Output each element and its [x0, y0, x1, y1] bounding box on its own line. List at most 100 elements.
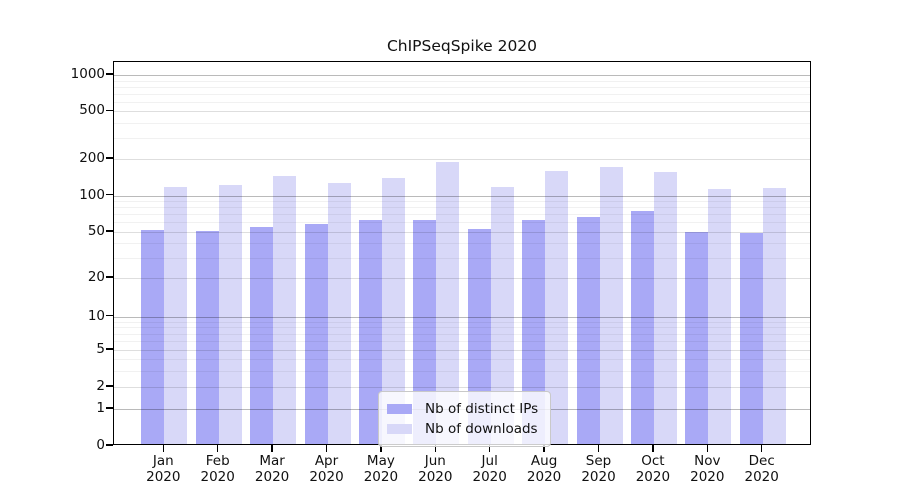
x-tick-label-jan: Jan 2020: [146, 453, 181, 485]
x-tick-mark-jun: [434, 445, 437, 452]
y-tick-mark-20: [106, 276, 113, 278]
legend-label-distinct-ips: Nb of distinct IPs: [425, 401, 539, 417]
x-tick-label-sep: Sep 2020: [581, 453, 616, 485]
gridline-200: [114, 158, 810, 160]
bar-downloads-dec: [762, 188, 786, 444]
y-tick-label-50: 50: [87, 223, 105, 239]
plot-area: [113, 61, 811, 445]
bar-distinct-ips-sep: [576, 217, 600, 444]
legend-swatch-downloads: [387, 424, 412, 434]
bar-downloads-apr: [327, 183, 351, 444]
x-tick-label-dec: Dec 2020: [744, 453, 779, 485]
x-tick-mark-dec: [760, 445, 763, 452]
x-tick-label-jul: Jul 2020: [472, 453, 507, 485]
y-tick-mark-2: [106, 385, 113, 387]
bar-downloads-sep: [599, 166, 623, 444]
x-tick-mark-feb: [216, 445, 219, 452]
gridline-minor-7: [114, 333, 810, 335]
x-tick-label-may: May 2020: [363, 453, 399, 485]
bar-distinct-ips-dec: [739, 233, 763, 444]
bar-downloads-feb: [218, 185, 242, 444]
x-tick-label-oct: Oct 2020: [635, 453, 671, 485]
gridline-minor-900: [114, 80, 810, 82]
bar-downloads-jul: [490, 187, 514, 444]
y-tick-label-5: 5: [96, 341, 105, 357]
gridline-minor-30: [114, 257, 810, 259]
gridline-50: [114, 232, 810, 233]
y-tick-label-500: 500: [79, 102, 105, 119]
bar-downloads-jan: [164, 187, 188, 444]
bar-distinct-ips-apr: [304, 224, 328, 444]
x-tick-mark-mar: [271, 445, 273, 452]
y-tick-label-100: 100: [79, 186, 105, 203]
y-tick-label-1000: 1000: [70, 66, 105, 82]
gridline-minor-300: [114, 137, 810, 139]
x-tick-mark-jan: [162, 445, 165, 452]
gridlines-layer: [114, 62, 810, 444]
x-tick-mark-jul: [488, 445, 491, 452]
y-tick-mark-1000: [106, 73, 113, 75]
bar-distinct-ips-aug: [522, 220, 546, 444]
x-tick-label-nov: Nov 2020: [690, 453, 725, 485]
legend-label-downloads: Nb of downloads: [425, 421, 538, 437]
legend-entry-distinct-ips: Nb of distinct IPs: [387, 399, 538, 419]
gridline-minor-600: [114, 101, 810, 103]
gridline-500: [114, 111, 810, 113]
legend: Nb of distinct IPs Nb of downloads: [378, 391, 552, 447]
gridline-minor-40: [114, 243, 810, 245]
x-tick-mark-may: [380, 445, 382, 452]
gridline-minor-6: [114, 341, 810, 343]
gridline-minor-90: [114, 201, 810, 203]
x-tick-mark-oct: [652, 445, 654, 452]
gridline-20: [114, 278, 810, 279]
y-tick-mark-1: [106, 407, 113, 409]
gridline-minor-60: [114, 222, 810, 224]
gridline-1000: [114, 75, 810, 76]
y-tick-label-20: 20: [87, 269, 105, 285]
bar-distinct-ips-mar: [250, 226, 274, 444]
gridline-minor-800: [114, 86, 810, 88]
gridline-minor-3: [114, 370, 810, 372]
gridline-minor-80: [114, 207, 810, 209]
bar-distinct-ips-jan: [141, 230, 165, 444]
bars-layer: [114, 62, 810, 444]
gridline-minor-9: [114, 321, 810, 323]
y-tick-mark-200: [106, 157, 113, 159]
y-tick-mark-0: [106, 444, 113, 446]
bar-distinct-ips-feb: [195, 231, 219, 444]
y-tick-label-10: 10: [87, 307, 105, 324]
chart-title: ChIPSeqSpike 2020: [386, 37, 538, 55]
legend-entry-downloads: Nb of downloads: [387, 419, 538, 439]
bar-distinct-ips-may: [358, 220, 382, 444]
bar-downloads-aug: [545, 171, 569, 444]
x-tick-label-aug: Aug 2020: [526, 453, 562, 485]
gridline-minor-4: [114, 359, 810, 360]
gridline-minor-700: [114, 93, 810, 95]
bar-downloads-may: [381, 177, 405, 444]
y-tick-mark-10: [106, 314, 113, 317]
bar-downloads-mar: [273, 175, 297, 444]
bar-distinct-ips-nov: [685, 232, 709, 444]
x-tick-label-feb: Feb 2020: [200, 453, 235, 485]
gridline-minor-70: [114, 214, 810, 216]
legend-swatch-distinct-ips: [387, 404, 412, 414]
y-tick-label-2: 2: [96, 378, 105, 394]
gridline-2: [114, 387, 810, 388]
y-tick-mark-5: [106, 348, 113, 350]
gridline-5: [114, 350, 810, 351]
gridline-100: [114, 195, 810, 197]
bar-distinct-ips-oct: [630, 210, 654, 444]
y-tick-label-0: 0: [96, 437, 105, 453]
gridline-minor-400: [114, 122, 810, 124]
y-tick-mark-500: [106, 109, 113, 112]
x-tick-mark-aug: [543, 445, 545, 452]
bar-downloads-jun: [436, 162, 460, 444]
bar-distinct-ips-jun: [413, 220, 437, 444]
x-tick-label-mar: Mar 2020: [254, 453, 290, 485]
bar-downloads-oct: [653, 172, 677, 444]
bar-downloads-nov: [708, 188, 732, 444]
y-tick-mark-50: [106, 230, 113, 232]
y-tick-label-1: 1: [96, 400, 105, 416]
x-tick-label-jun: Jun 2020: [418, 453, 453, 485]
